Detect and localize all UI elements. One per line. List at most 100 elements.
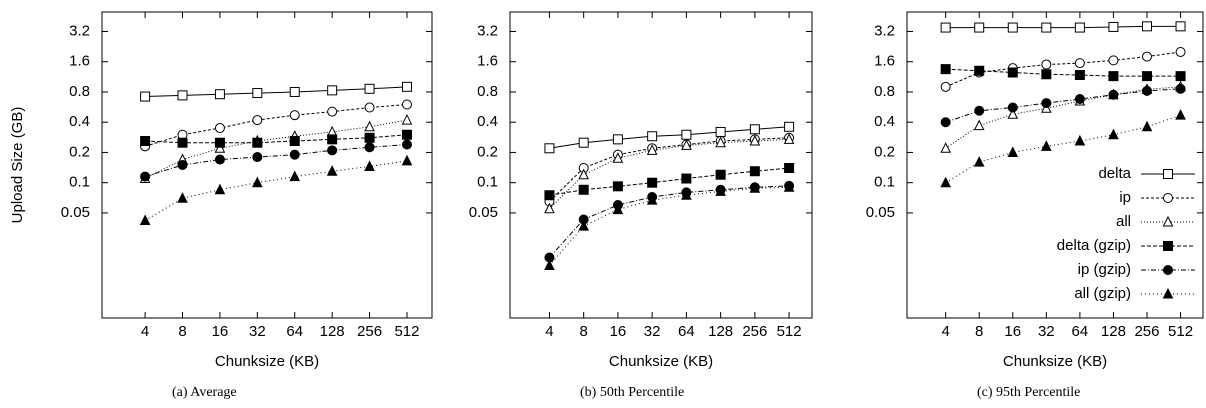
data-point <box>974 105 985 116</box>
x-tick-label: 128 <box>1101 323 1126 340</box>
series-line <box>145 86 408 98</box>
data-point <box>578 184 589 195</box>
data-point <box>1108 89 1119 100</box>
data-point <box>973 119 985 131</box>
data-point <box>940 81 951 92</box>
data-point <box>289 149 300 160</box>
data-point <box>1141 120 1153 132</box>
data-point <box>177 160 188 170</box>
data-point <box>289 170 301 182</box>
x-tick-label: 512 <box>1168 323 1193 340</box>
data-point <box>214 137 225 148</box>
series-line <box>945 68 1181 77</box>
x-tick-label: 4 <box>545 323 553 340</box>
data-point <box>327 134 338 145</box>
x-tick-label: 128 <box>320 323 345 340</box>
data-point <box>940 64 951 75</box>
data-point <box>681 139 692 150</box>
data-point <box>940 22 951 33</box>
y-tick-label: 1.6 <box>874 53 895 70</box>
data-point <box>647 131 658 142</box>
x-tick-label: 8 <box>580 323 588 340</box>
data-point <box>139 214 151 226</box>
series-line <box>144 143 408 178</box>
data-point <box>1041 140 1052 151</box>
x-tick-label: 32 <box>1038 323 1055 340</box>
y-tick-label: 0.4 <box>69 113 90 130</box>
x-axis-label: Chunksize (KB) <box>1003 353 1107 370</box>
data-point <box>327 145 338 156</box>
series-line <box>549 126 790 149</box>
x-tick-label: 128 <box>708 323 733 340</box>
x-tick-label: 32 <box>249 323 266 340</box>
data-point <box>1141 21 1152 32</box>
x-tick-label: 16 <box>610 323 627 340</box>
data-point <box>326 165 338 176</box>
data-point <box>1141 85 1152 96</box>
series-line <box>549 185 790 258</box>
x-tick-label: 512 <box>394 323 419 340</box>
series-line <box>945 88 1181 123</box>
data-point <box>1041 59 1052 70</box>
data-point <box>364 160 375 171</box>
data-point <box>214 89 225 100</box>
y-tick-label: 0.1 <box>477 174 498 191</box>
x-tick-label: 8 <box>975 323 983 340</box>
data-point <box>1175 71 1186 82</box>
data-point <box>401 81 412 92</box>
y-tick-label: 3.2 <box>477 22 498 39</box>
data-point <box>784 121 795 132</box>
x-axis-label: Chunksize (KB) <box>215 353 319 370</box>
y-tick-label: 0.8 <box>874 83 895 100</box>
data-point <box>544 143 555 154</box>
data-point <box>749 124 760 135</box>
data-point <box>140 136 151 147</box>
data-point <box>401 154 413 166</box>
y-tick-label: 0.1 <box>69 174 90 191</box>
data-point <box>252 137 263 148</box>
data-point <box>1074 22 1085 33</box>
data-point <box>401 113 413 125</box>
data-point <box>749 134 761 146</box>
data-point <box>364 120 375 132</box>
y-tick-label: 0.05 <box>61 204 90 221</box>
plot-frame <box>509 11 813 319</box>
data-point <box>1007 22 1018 33</box>
y-axis-label: Upload Size (GB) <box>9 107 26 224</box>
y-tick-label: 0.2 <box>477 143 498 160</box>
data-point <box>715 136 726 148</box>
x-tick-label: 256 <box>357 323 382 340</box>
legend-label: ip <box>1119 189 1131 206</box>
data-point <box>140 91 151 102</box>
data-point <box>783 181 795 192</box>
data-point <box>974 22 985 33</box>
series-line <box>945 86 1181 149</box>
data-point <box>612 203 624 215</box>
legend-label: all <box>1116 213 1131 230</box>
x-tick-label: 256 <box>742 323 767 340</box>
legend-label: ip (gzip) <box>1078 261 1131 278</box>
data-point <box>1175 109 1186 120</box>
plot-frame <box>101 11 433 319</box>
data-point <box>401 129 412 140</box>
x-tick-label: 4 <box>141 323 149 340</box>
legend-marker <box>1162 287 1174 299</box>
data-point <box>1074 58 1085 69</box>
data-point <box>252 176 263 188</box>
legend-marker <box>1163 193 1173 203</box>
data-point <box>715 169 726 180</box>
data-point <box>1007 102 1018 113</box>
data-point <box>681 189 692 200</box>
x-tick-label: 256 <box>1134 323 1159 340</box>
data-point <box>544 190 555 201</box>
data-point <box>578 137 589 148</box>
data-point <box>974 65 985 76</box>
data-point <box>289 136 300 147</box>
data-point <box>940 117 951 128</box>
y-tick-label: 0.2 <box>874 143 895 160</box>
y-tick-label: 0.8 <box>69 83 90 100</box>
data-point <box>177 192 188 203</box>
x-tick-label: 4 <box>941 323 949 340</box>
data-point <box>612 181 623 192</box>
series-line <box>945 25 1181 29</box>
